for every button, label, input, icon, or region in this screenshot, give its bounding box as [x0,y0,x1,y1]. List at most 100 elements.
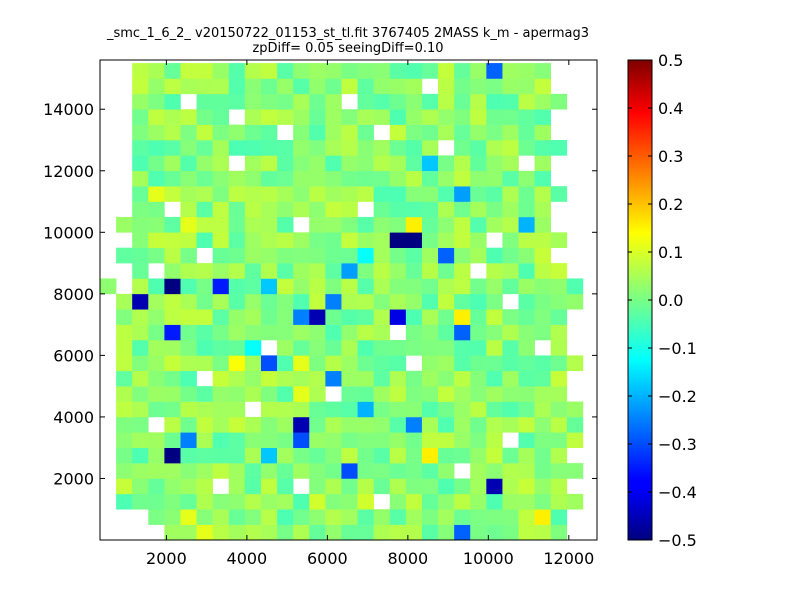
heatmap-cell [389,232,407,248]
heatmap-cell [277,416,294,433]
heatmap-cell [550,416,568,433]
heatmap-cell [180,201,197,218]
heatmap-cell [502,201,519,218]
heatmap-cell [228,463,246,479]
heatmap-cell [325,155,342,172]
heatmap-cell [470,509,487,525]
heatmap-cell [470,170,487,187]
heatmap-cell [534,140,552,156]
heatmap-cell [534,124,552,141]
x-axis: 2000 4000 6000 8000 10000 12000 [146,60,594,568]
heatmap-cell [277,247,294,264]
heatmap-cell [116,324,133,341]
heatmap-cell [341,186,358,202]
heatmap-cell [309,155,326,172]
heatmap-cell [438,263,455,279]
heatmap-cell [277,401,294,418]
heatmap-cell [228,232,246,248]
heatmap-cell [244,78,262,95]
heatmap-cell [148,278,165,295]
heatmap-cell [550,293,568,310]
heatmap-cell [325,493,342,510]
heatmap-cell [132,324,149,341]
heatmap-cell [277,78,294,95]
heatmap-cell [148,324,165,341]
heatmap-cell [421,293,439,310]
heatmap-cell [228,493,246,510]
heatmap-cell [405,278,423,295]
heatmap-cell [373,432,391,448]
heatmap-cell [373,401,391,418]
heatmap-cell [389,109,407,125]
heatmap-cell [389,170,407,187]
heatmap-cell [148,232,165,248]
heatmap-cell [357,401,374,418]
heatmap-cell [534,493,552,510]
heatmap-cell [228,524,246,540]
heatmap-cell [277,524,294,540]
heatmap-cell [132,109,149,125]
x-tick-label: 6000 [307,549,348,568]
heatmap-cell [180,155,197,172]
heatmap-cell [293,340,310,356]
heatmap-cell [534,447,552,464]
heatmap-cell [502,232,519,248]
x-tick-label: 10000 [463,549,514,568]
heatmap-cell [244,416,262,433]
heatmap-cell [228,324,246,341]
heatmap-cell [293,386,310,402]
heatmap-cell [550,140,568,156]
heatmap-cell [405,324,423,341]
heatmap-cell [438,63,455,79]
heatmap-cell [180,109,197,125]
heatmap-cell [148,355,165,372]
heatmap-cell [260,124,278,141]
heatmap-cell [405,78,423,95]
heatmap-cell [148,463,165,479]
heatmap-cell [260,216,278,233]
heatmap-cell [421,263,439,279]
heatmap-cell [244,216,262,233]
heatmap-cell [293,93,310,110]
heatmap-cell [164,293,181,310]
heatmap-cell [309,432,326,448]
heatmap-cell [341,109,358,125]
heatmap-cell [212,324,230,341]
heatmap-cell [228,170,246,187]
heatmap-cell [212,63,230,79]
heatmap-cell [132,432,149,448]
heatmap-cell [502,370,519,387]
heatmap-cell [389,201,407,218]
heatmap-cell [148,93,165,110]
heatmap-cell [228,293,246,310]
heatmap-cell [502,155,519,172]
heatmap-cell [341,263,358,279]
heatmap-cell [518,324,535,341]
heatmap-cell [389,78,407,95]
heatmap-cell [277,432,294,448]
heatmap-cell [277,447,294,464]
heatmap-cell [293,124,310,141]
heatmap-cell [293,63,310,79]
heatmap-cell [357,216,374,233]
heatmap-cell [518,232,535,248]
heatmap-cell [212,216,230,233]
heatmap-cell [341,509,358,525]
heatmap-cell [260,509,278,525]
heatmap-cell [277,355,294,372]
x-tick-label: 8000 [387,549,428,568]
heatmap-cell [116,463,133,479]
heatmap-cell [357,355,374,372]
heatmap-cell [502,509,519,525]
heatmap-cell [550,509,568,525]
heatmap-cell [260,370,278,387]
heatmap-cell [244,232,262,248]
heatmap-cell [100,278,117,295]
x-tick-label: 2000 [146,549,187,568]
heatmap-cell [421,140,439,156]
heatmap-cell [244,493,262,510]
heatmap-cell [293,509,310,525]
heatmap-cell [148,216,165,233]
heatmap-cell [405,124,423,141]
heatmap-cell [373,78,391,95]
